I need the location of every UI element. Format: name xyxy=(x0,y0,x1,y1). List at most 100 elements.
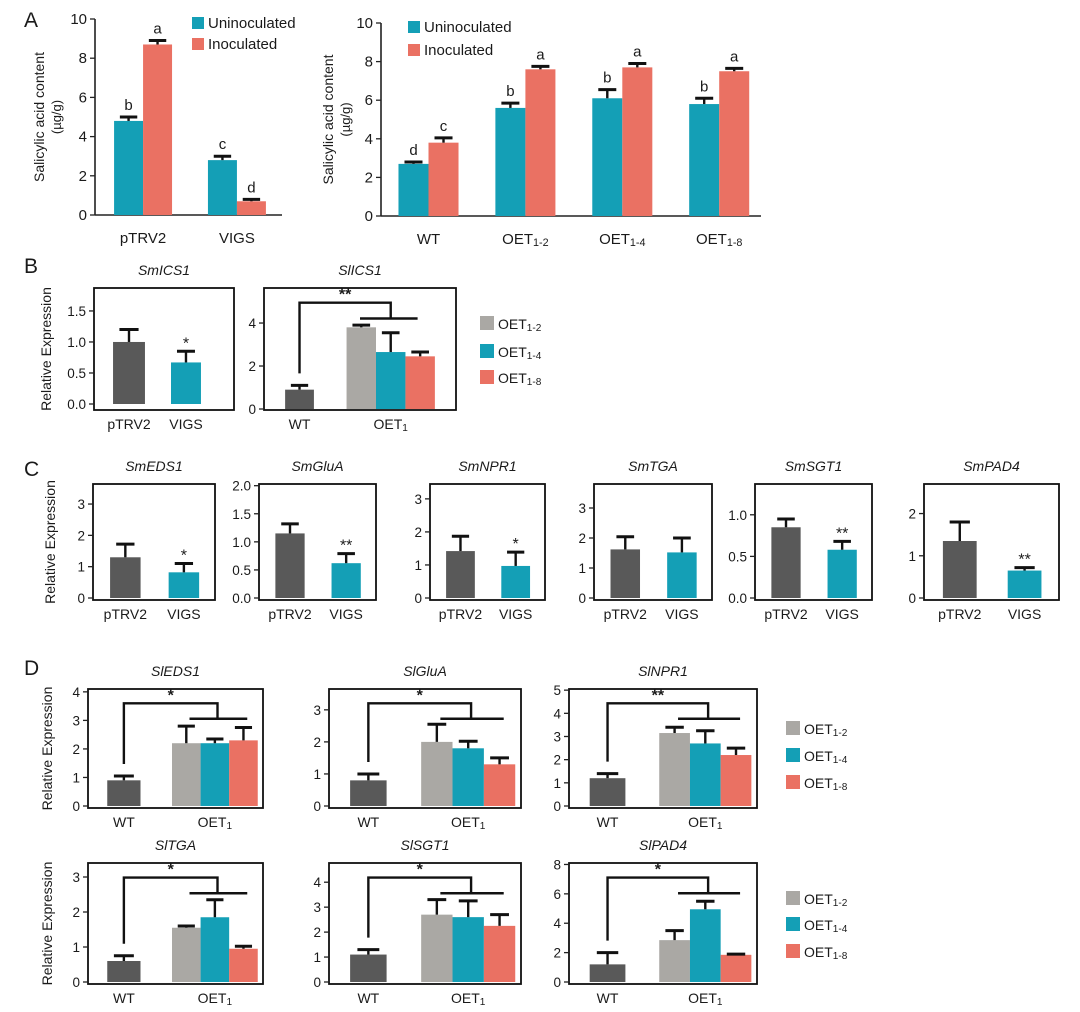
legend-label: OET1-8 xyxy=(804,944,848,962)
bar xyxy=(667,552,697,598)
y-tick-label: 0 xyxy=(553,799,561,814)
bar xyxy=(452,748,484,806)
y-tick-label: 1.5 xyxy=(67,304,86,319)
legend-swatch xyxy=(786,917,800,931)
legend-label: Inoculated xyxy=(424,42,493,59)
y-tick-label: 4 xyxy=(365,131,373,148)
bar xyxy=(622,67,653,216)
x-tick-label: pTRV2 xyxy=(439,606,483,622)
x-tick-label: pTRV2 xyxy=(938,606,982,622)
chart-title: SlSGT1 xyxy=(400,837,449,853)
significance-bracket xyxy=(606,876,710,941)
y-tick-label: 6 xyxy=(553,887,561,902)
significance-letter: a xyxy=(153,21,162,38)
chart-smglua: 0.0 0.5 1.0 1.5 2.0 SmGluA pTRV2 ** VIGS xyxy=(232,458,377,622)
bar xyxy=(171,362,201,404)
bar xyxy=(719,71,750,216)
y-tick-label: 0 xyxy=(248,402,256,417)
y-tick-label: 0 xyxy=(908,591,916,606)
y-tick-label: 0.0 xyxy=(67,397,86,412)
y-tick-label: 1 xyxy=(313,950,321,965)
chart-title: SlTGA xyxy=(155,837,196,853)
legend-swatch xyxy=(408,21,420,33)
y-tick-label: 0 xyxy=(365,208,373,225)
y-tick-label: 0.0 xyxy=(728,591,747,606)
bar xyxy=(589,778,626,806)
chart-slpad4: 0 2 4 6 8 SlPAD4 WT OET1 * OET1-2 OET1-4 OET1-8 xyxy=(553,837,847,1008)
y-tick-label: 0 xyxy=(72,975,80,990)
y-tick-label: 2.0 xyxy=(232,479,251,494)
significance-bracket xyxy=(122,702,219,765)
plot-frame xyxy=(93,287,235,411)
bar xyxy=(200,743,230,806)
chart-smsgt1: 0.0 0.5 1.0 SmSGT1 pTRV2 ** VIGS xyxy=(728,458,873,622)
bar xyxy=(172,743,201,806)
y-tick-label: 4 xyxy=(553,706,561,721)
x-tick-label: pTRV2 xyxy=(268,606,312,622)
chart-slnpr1: 0 1 2 3 4 5 SlNPR1 WT OET1 ** OET1-2 OET1-4 OET1-8 xyxy=(553,663,847,832)
bar xyxy=(659,733,690,806)
bar xyxy=(113,341,145,404)
significance-marker: * xyxy=(168,862,175,879)
bar xyxy=(827,549,857,598)
chart-smeds1: 0 1 2 3 SmEDS1 Relative Expression pTRV2 * VIGS xyxy=(42,458,216,622)
bar xyxy=(1007,570,1042,598)
significance-marker: ** xyxy=(1018,552,1030,569)
x-tick-label: VIGS xyxy=(825,606,858,622)
significance-letter: b xyxy=(603,70,611,87)
bar xyxy=(720,954,752,982)
chart-salicylic-acid-1: 0 2 4 6 8 10 Salicylic acid content (µg/g) d c WT b… xyxy=(320,15,761,249)
y-tick-label: 0 xyxy=(553,975,561,990)
bar xyxy=(346,327,376,409)
significance-letter: c xyxy=(219,136,227,153)
y-tick-label: 4 xyxy=(248,316,256,331)
chart-title: SmPAD4 xyxy=(963,458,1020,474)
x-tick-label: WT xyxy=(357,990,379,1006)
legend-swatch xyxy=(408,44,420,56)
y-tick-label: 0 xyxy=(72,799,80,814)
bar xyxy=(143,44,173,216)
plot-frame xyxy=(568,688,758,809)
y-tick-label: 6 xyxy=(79,89,87,106)
x-tick-label: VIGS xyxy=(169,416,202,432)
x-tick-label: OET1 xyxy=(198,990,233,1008)
y-tick-label: 1 xyxy=(72,940,80,955)
chart-title: SmTGA xyxy=(628,458,678,474)
x-tick-label: VIGS xyxy=(219,230,255,247)
significance-marker: * xyxy=(417,687,424,704)
y-tick-label: 0 xyxy=(313,799,321,814)
y-tick-label: 2 xyxy=(79,168,87,185)
y-axis-label: Relative Expression xyxy=(38,287,54,411)
chart-slglua: 0 1 2 3 SlGluA WT OET1 * xyxy=(313,663,522,832)
chart-title: SlPAD4 xyxy=(639,837,687,853)
bar xyxy=(398,163,429,216)
y-tick-label: 0 xyxy=(578,591,586,606)
chart-title: SlEDS1 xyxy=(151,663,200,679)
significance-letter: c xyxy=(440,118,448,135)
legend-label: OET1-8 xyxy=(498,370,542,388)
y-tick-label: 0 xyxy=(77,591,85,606)
significance-letter: b xyxy=(124,97,132,114)
chart-title: SmGluA xyxy=(291,458,343,474)
plot-frame xyxy=(87,862,264,985)
bar xyxy=(376,352,406,409)
legend-swatch xyxy=(480,370,494,384)
legend-swatch xyxy=(192,17,204,29)
chart-slics1: 0 2 4 SlICS1 WT OET1 ** OET1-2 OET1-4 OET1-8 xyxy=(248,262,541,434)
y-tick-label: 3 xyxy=(578,501,586,516)
chart-title: SlNPR1 xyxy=(638,663,688,679)
y-tick-label: 1 xyxy=(553,776,561,791)
significance-marker: * xyxy=(168,687,175,704)
significance-bracket xyxy=(606,702,710,762)
x-tick-label: OET1-4 xyxy=(599,231,645,249)
bar xyxy=(689,743,721,806)
bar xyxy=(720,755,752,806)
y-tick-label: 3 xyxy=(72,870,80,885)
bar xyxy=(331,563,361,598)
y-tick-label: 2 xyxy=(553,946,561,961)
bar xyxy=(689,909,721,982)
panel-label-c: C xyxy=(24,458,39,481)
chart-smtga: 0 1 2 3 SmTGA pTRV2 VIGS xyxy=(578,458,713,622)
chart-title: SlICS1 xyxy=(338,262,382,278)
